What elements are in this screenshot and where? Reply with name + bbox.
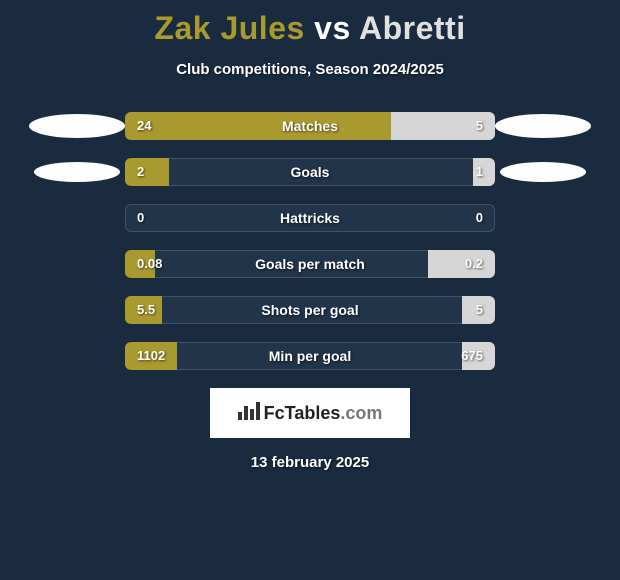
logo-suffix: .com [340,403,382,423]
stat-row: 21Goals [10,158,610,186]
player1-avatar [29,114,125,138]
bars-icon [238,402,260,425]
player2-name: Abretti [359,10,466,46]
player2-avatar [500,162,586,182]
vs-text: vs [314,10,351,46]
stat-bar: 245Matches [125,112,495,140]
bar-left-fill [125,250,155,278]
stat-label: Goals [125,158,495,186]
bar-right-fill [428,250,495,278]
stat-row: 245Matches [10,112,610,140]
stat-row: 5.55Shots per goal [10,296,610,324]
stat-row: 0.080.2Goals per match [10,250,610,278]
bar-left-fill [125,158,169,186]
player1-avatar [34,162,120,182]
stat-right-value: 0 [476,204,483,232]
stat-bar: 0.080.2Goals per match [125,250,495,278]
player2-avatar [495,114,591,138]
comparison-chart: 245Matches 21Goals 0 0Hattricks 0.080.2Goals… [0,112,620,370]
right-side-slot [495,114,591,138]
fctables-logo: FcTables.com [210,388,410,438]
bar-left-fill [125,342,177,370]
stat-label: Shots per goal [125,296,495,324]
page-title: Zak Jules vs Abretti [0,0,620,47]
bar-right-fill [462,342,495,370]
left-side-slot [29,162,125,182]
logo-main: Tables [285,403,341,423]
bar-right-fill [473,158,495,186]
bar-left-fill [125,112,391,140]
stat-label: Hattricks [125,204,495,232]
bar-left-fill [125,296,162,324]
logo-text: FcTables.com [264,403,383,424]
stat-left-value: 0 [137,204,144,232]
stat-row: 1102675Min per goal [10,342,610,370]
date-label: 13 february 2025 [0,454,620,471]
stat-row: 0 0Hattricks [10,204,610,232]
right-side-slot [495,162,591,182]
bar-right-fill [391,112,495,140]
bar-right-fill [462,296,495,324]
stat-bar: 5.55Shots per goal [125,296,495,324]
left-side-slot [29,114,125,138]
stat-bar: 0 0Hattricks [125,204,495,232]
stat-bar: 1102675Min per goal [125,342,495,370]
stat-bar: 21Goals [125,158,495,186]
subtitle: Club competitions, Season 2024/2025 [0,61,620,78]
player1-name: Zak Jules [154,10,304,46]
logo-prefix: Fc [264,403,285,423]
stat-label: Min per goal [125,342,495,370]
